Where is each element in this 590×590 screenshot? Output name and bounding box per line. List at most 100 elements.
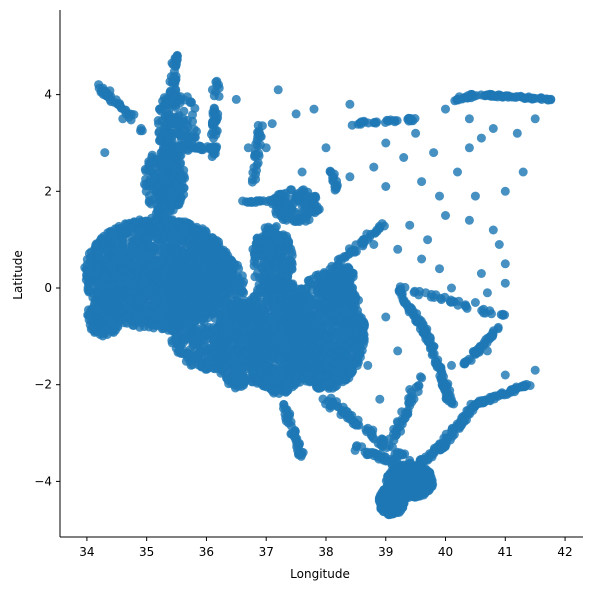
data-point: [109, 241, 119, 250]
data-point: [272, 264, 282, 274]
data-point: [168, 235, 178, 245]
data-point: [175, 303, 185, 312]
data-point: [314, 313, 324, 323]
data-point: [327, 296, 337, 306]
data-point: [177, 275, 187, 285]
data-point: [136, 241, 146, 251]
data-point: [149, 301, 159, 311]
data-point: [272, 335, 282, 345]
data-point: [279, 284, 289, 294]
data-point: [99, 239, 109, 249]
data-point: [339, 345, 349, 354]
data-point: [184, 232, 193, 242]
data-point: [327, 332, 337, 342]
data-point: [335, 325, 345, 335]
data-point: [237, 286, 247, 296]
data-point: [303, 276, 313, 286]
data-point: [288, 352, 298, 362]
data-point: [253, 343, 262, 353]
data-point: [219, 280, 229, 289]
data-point: [111, 268, 121, 278]
data-point: [212, 348, 222, 358]
data-point: [185, 307, 195, 317]
data-point: [158, 241, 168, 251]
data-point: [225, 359, 235, 369]
data-point: [235, 278, 245, 288]
data-point: [227, 329, 237, 339]
data-point: [349, 334, 359, 343]
data-point: [249, 365, 259, 375]
data-point: [267, 349, 277, 359]
data-point: [174, 197, 184, 207]
data-point: [261, 281, 271, 291]
data-point: [160, 230, 170, 240]
data-point: [342, 362, 352, 372]
data-point: [179, 183, 189, 193]
data-point: [104, 260, 114, 270]
data-point: [127, 286, 137, 296]
data-point: [324, 366, 334, 376]
data-point: [126, 222, 136, 232]
data-point: [165, 314, 175, 324]
data-point: [225, 338, 235, 348]
data-point: [201, 292, 211, 302]
data-point: [124, 302, 134, 312]
data-point: [348, 283, 357, 293]
data-point: [259, 353, 269, 362]
data-point: [95, 278, 105, 288]
data-point: [207, 233, 217, 242]
data-point: [217, 265, 227, 275]
data-point: [278, 248, 288, 258]
data-point: [171, 333, 181, 343]
data-point: [186, 276, 196, 286]
data-point: [354, 351, 364, 361]
data-point: [148, 271, 158, 281]
data-point: [240, 316, 250, 326]
data-point: [134, 257, 143, 267]
data-point: [178, 334, 188, 344]
data-point: [187, 255, 196, 265]
data-point: [352, 325, 362, 334]
data-point: [329, 378, 339, 388]
data-point: [144, 159, 154, 169]
data-point: [193, 349, 203, 359]
data-point: [296, 362, 306, 371]
data-point: [93, 288, 103, 298]
data-point: [118, 232, 127, 242]
data-point: [173, 290, 183, 300]
data-point: [300, 284, 310, 294]
data-point: [275, 231, 285, 240]
data-point: [309, 298, 319, 308]
data-point: [198, 245, 208, 255]
data-point: [209, 307, 219, 317]
data-point: [341, 373, 351, 383]
data-point: [310, 347, 320, 357]
data-point: [210, 340, 220, 350]
data-point: [252, 288, 262, 298]
data-point: [226, 270, 236, 280]
data-point: [217, 289, 227, 298]
data-point: [116, 280, 125, 289]
data-point: [315, 339, 325, 349]
data-point: [157, 253, 167, 262]
data-point: [154, 222, 164, 232]
data-point: [144, 242, 154, 252]
data-point: [144, 291, 154, 301]
data-point: [217, 363, 227, 373]
data-point: [127, 316, 137, 326]
data-point: [275, 366, 285, 375]
data-point: [333, 273, 343, 283]
data-point: [166, 273, 176, 283]
data-point: [301, 296, 311, 306]
data-point: [312, 358, 322, 368]
data-point: [83, 269, 93, 279]
data-point: [189, 316, 198, 326]
data-point: [288, 282, 297, 291]
data-point: [318, 324, 328, 334]
data-point: [250, 249, 260, 259]
data-point: [83, 285, 93, 295]
data-point: [112, 255, 122, 265]
data-point: [237, 373, 247, 383]
data-point: [144, 196, 154, 206]
